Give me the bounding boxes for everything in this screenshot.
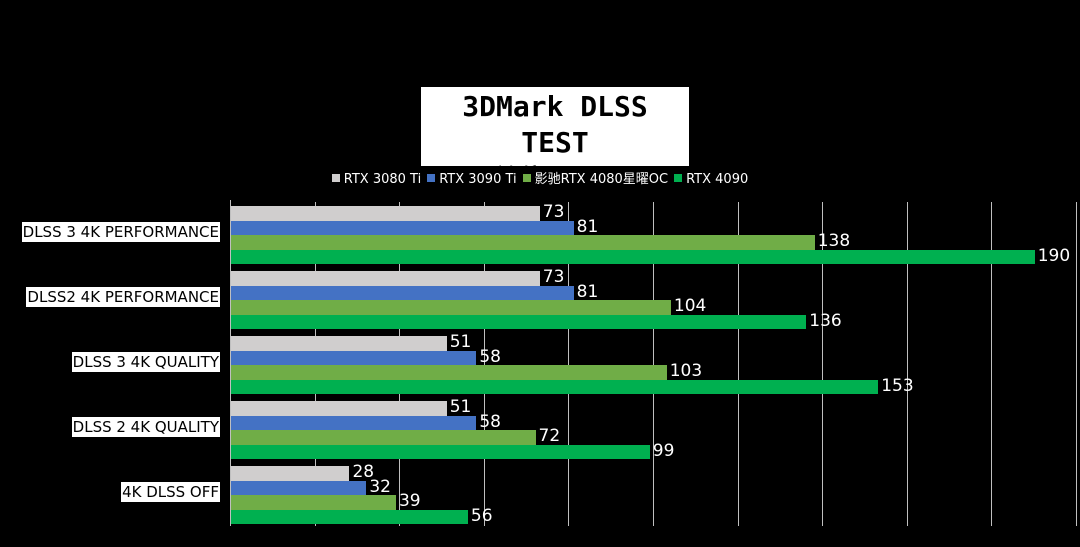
bar [231, 495, 396, 510]
legend-item: RTX 3090 Ti [427, 171, 517, 189]
bar-value-label: 153 [881, 375, 914, 396]
bar [231, 336, 447, 351]
bar-value-label: 138 [817, 231, 851, 251]
y-axis-line [230, 200, 231, 526]
legend-item: RTX 3080 Ti [331, 171, 422, 189]
category-label: DLSS 3 4K PERFORMANCE [21, 221, 220, 242]
bar-value-label: 56 [470, 505, 493, 526]
gridline [483, 202, 485, 526]
bar [231, 430, 536, 445]
category-label: DLSS 2 4K QUALITY [71, 416, 220, 437]
bar-value-label: 81 [576, 281, 599, 302]
bar [231, 401, 447, 416]
gridline [737, 202, 739, 526]
chart-title: 3DMark DLSS TEST 单位：fps [421, 87, 689, 195]
bar [231, 271, 540, 286]
gridline [906, 202, 908, 526]
bar [231, 415, 477, 430]
legend-label: 影驰RTX 4080星曜OC [534, 172, 669, 187]
legend-swatch-icon [427, 174, 436, 182]
legend-swatch-icon [522, 174, 531, 182]
gridline [653, 202, 654, 526]
bar-value-label: 51 [449, 397, 472, 417]
bar-value-label: 28 [352, 462, 375, 482]
gridline [568, 202, 570, 526]
bar [231, 235, 815, 250]
bar-value-label: 39 [398, 491, 421, 511]
bar [231, 300, 671, 315]
bar-value-label: 81 [576, 216, 599, 237]
legend-label: RTX 3080 Ti [343, 172, 422, 187]
gridline [991, 202, 993, 526]
chart-title-unit: 单位：fps [492, 165, 618, 195]
gridline [1076, 202, 1077, 526]
bar-value-label: 104 [673, 296, 707, 316]
bar [231, 365, 667, 380]
bar-value-label: 58 [479, 346, 501, 367]
category-label: DLSS2 4K PERFORMANCE [26, 286, 220, 307]
bar-value-label: 51 [449, 332, 472, 352]
bar [231, 206, 540, 221]
bar [231, 314, 807, 329]
legend-label: RTX 3090 Ti [439, 172, 517, 187]
bar [231, 350, 477, 365]
bar [231, 249, 1035, 264]
bar [231, 220, 574, 235]
bar-value-label: 32 [369, 476, 391, 497]
bar-value-label: 103 [669, 361, 703, 381]
bar-value-label: 99 [652, 440, 675, 461]
bar-value-label: 190 [1037, 245, 1071, 266]
category-label: DLSS 3 4K QUALITY [71, 351, 220, 372]
legend-item: RTX 4090 [674, 171, 748, 189]
bar [231, 509, 468, 524]
bar [231, 466, 350, 481]
bar [231, 285, 574, 300]
bar [231, 480, 367, 495]
bar-value-label: 73 [542, 267, 565, 287]
legend-item: 影驰RTX 4080星曜OC [522, 171, 669, 189]
bar-value-label: 73 [542, 202, 565, 222]
legend-swatch-icon [674, 174, 683, 182]
legend-label: RTX 4090 [686, 172, 749, 187]
bar [231, 379, 879, 394]
bar-value-label: 72 [538, 426, 561, 446]
gridline [822, 202, 824, 526]
plot-area: 73 81 138 190 73 81 104 136 51 58 103 153 51 58 72 99 28… [230, 200, 1080, 526]
bar [231, 444, 650, 459]
legend-swatch-icon [331, 174, 340, 182]
chart-legend: RTX 3080 Ti RTX 3090 Ti 影驰RTX 4080星曜OC RTX … [0, 171, 1080, 189]
bar-value-label: 136 [809, 310, 842, 331]
chart-title-main: 3DMark DLSS TEST [462, 90, 648, 159]
category-label: 4K DLSS OFF [121, 481, 220, 502]
bar-value-label: 58 [479, 411, 501, 432]
